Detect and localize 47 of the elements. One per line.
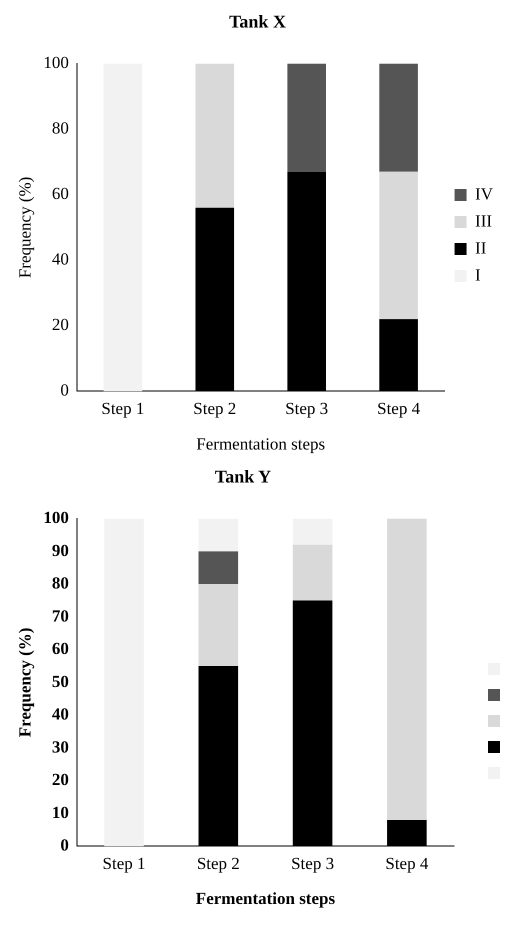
x-tick-label: Step 4 [385, 854, 429, 873]
x-tick-label: Step 2 [196, 854, 240, 873]
x-tick-label: Step 3 [291, 854, 334, 873]
x-axis-title: Fermentation steps [196, 889, 336, 908]
bar [104, 64, 142, 392]
bar [198, 551, 238, 584]
bar [379, 64, 418, 172]
bar [292, 518, 332, 545]
y-tick-label: 90 [52, 540, 69, 560]
x-tick-label: Step 2 [193, 398, 236, 418]
bar [195, 64, 234, 208]
bar [387, 518, 427, 820]
y-tick-label: 40 [52, 704, 69, 724]
bar [104, 518, 144, 846]
y-tick-label: 20 [52, 315, 69, 334]
y-tick-label: 60 [52, 184, 69, 204]
y-tick-label: 100 [43, 53, 69, 72]
y-tick-label: 20 [52, 770, 69, 790]
y-tick-label: 80 [52, 574, 69, 593]
x-axis-title: Fermentation steps [196, 434, 326, 454]
x-tick-label: Step 4 [377, 398, 421, 418]
y-tick-label: 40 [52, 250, 69, 269]
legend-label: I [475, 265, 482, 284]
chart-title: Tank X [229, 11, 286, 32]
y-axis-title: Frequency (%) [16, 628, 35, 738]
y-axis-title: Frequency (%) [16, 176, 35, 278]
legend-label: IV [475, 184, 494, 204]
y-tick-label: 0 [60, 836, 69, 855]
y-tick-label: 60 [52, 639, 69, 658]
legend-label: III [475, 211, 492, 230]
y-tick-label: 100 [43, 508, 69, 527]
bar [379, 172, 418, 320]
bar [198, 584, 238, 666]
chart-title: Tank Y [214, 466, 272, 486]
x-tick-label: Step 1 [102, 854, 146, 873]
x-tick-label: Step 3 [285, 398, 328, 418]
legend-label: II [475, 238, 487, 258]
bar [287, 64, 326, 172]
y-tick-label: 10 [52, 802, 69, 822]
y-tick-label: 80 [52, 118, 69, 138]
bar [198, 518, 238, 552]
y-tick-label: 70 [52, 606, 69, 626]
bar [292, 544, 332, 600]
y-tick-label: 50 [52, 672, 69, 691]
y-tick-label: 0 [60, 380, 69, 400]
y-tick-label: 30 [52, 737, 69, 756]
x-tick-label: Step 1 [101, 398, 144, 418]
